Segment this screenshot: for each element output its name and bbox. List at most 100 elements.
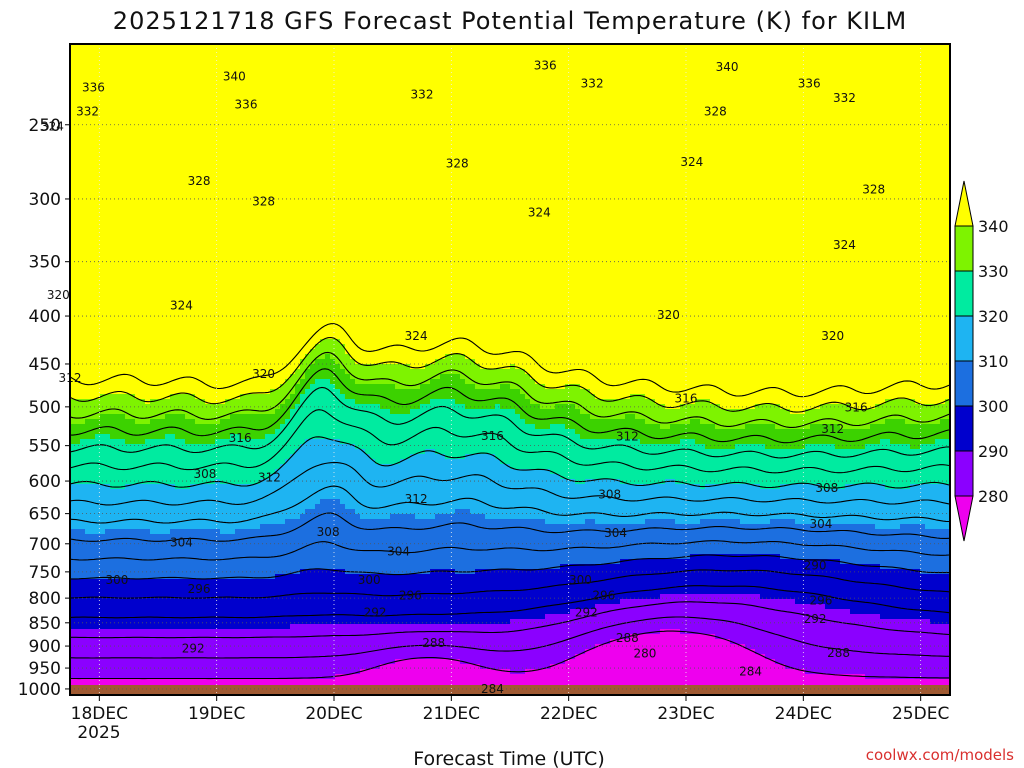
contour-label: 296 xyxy=(809,594,832,608)
contour-label: 320 xyxy=(252,367,275,381)
contour-label: 296 xyxy=(592,589,615,603)
contour-label: 324 xyxy=(680,155,703,169)
contour-label: 320 xyxy=(47,288,70,302)
colorbar-swatch xyxy=(954,405,974,452)
contour-line xyxy=(70,386,950,459)
colorbar: 340 330 320 310 300 290 280 xyxy=(954,180,1009,542)
contour-label: 308 xyxy=(598,487,621,501)
x-tick-year: 2025 xyxy=(77,723,120,743)
contour-label: 332 xyxy=(581,77,604,91)
colorbar-cap-top xyxy=(954,180,974,227)
contour-label: 336 xyxy=(798,77,821,91)
contour-label: 320 xyxy=(657,308,680,322)
contour-line xyxy=(70,569,950,599)
y-tick-label: 600 xyxy=(29,472,61,492)
y-tick-label: 250 xyxy=(29,116,61,136)
contour-line xyxy=(70,601,950,639)
contour-label: 312 xyxy=(821,422,844,436)
chart-title: 2025121718 GFS Forecast Potential Temper… xyxy=(113,7,907,35)
contour-label: 288 xyxy=(616,631,639,645)
colorbar-label: 290 xyxy=(978,442,1009,461)
contour-label: 316 xyxy=(481,429,504,443)
y-tick-label: 500 xyxy=(29,398,61,418)
contour-label: 300 xyxy=(569,573,592,587)
contour-label: 304 xyxy=(809,517,832,531)
contour-label: 288 xyxy=(422,636,445,650)
x-tick-label: 18DEC xyxy=(71,704,128,724)
y-tick-label: 900 xyxy=(29,637,61,657)
contour-line xyxy=(70,630,949,680)
contour-label: 284 xyxy=(481,682,504,696)
x-tick-label: 24DEC xyxy=(775,704,832,724)
colorbar-label: 340 xyxy=(978,217,1009,236)
contour-label: 308 xyxy=(317,525,340,539)
contour-label: 328 xyxy=(252,195,275,209)
watermark: coolwx.com/models xyxy=(866,746,1014,764)
y-tick-label: 400 xyxy=(29,307,61,327)
contour-label: 308 xyxy=(815,481,838,495)
y-tick-label: 750 xyxy=(29,563,61,583)
x-tick-label: 22DEC xyxy=(540,704,597,724)
contour-line xyxy=(70,585,950,619)
colorbar-swatch xyxy=(954,225,974,272)
contour-line xyxy=(70,512,950,542)
grid-lines xyxy=(70,44,950,695)
contour-label: 290 xyxy=(804,558,827,572)
contour-label: 300 xyxy=(358,573,381,587)
contour-label: 324 xyxy=(41,119,64,133)
contour-label: 328 xyxy=(188,174,211,188)
y-tick-label: 950 xyxy=(29,659,61,679)
colorbar-swatch xyxy=(954,270,974,317)
contour-line xyxy=(70,554,949,580)
contour-label: 328 xyxy=(862,182,885,196)
contour-label: 292 xyxy=(364,606,387,620)
x-axis-label: Forecast Time (UTC) xyxy=(413,748,604,768)
contour-line xyxy=(70,485,950,524)
contour-label: 292 xyxy=(804,612,827,626)
contour-line xyxy=(70,616,949,659)
colorbar-label: 300 xyxy=(978,397,1009,416)
contour-label: 324 xyxy=(170,299,193,313)
contour-label: 300 xyxy=(105,573,128,587)
y-tick-label: 800 xyxy=(29,589,61,609)
y-tick-label: 1000 xyxy=(18,680,61,700)
contour-label: 304 xyxy=(387,544,410,558)
colorbar-cap-bottom xyxy=(954,495,974,542)
contour-label: 312 xyxy=(616,430,639,444)
contour-label: 292 xyxy=(182,641,205,655)
y-axis: 250 300 350 400 450 500 550 600 650 700 750 800 850 9… xyxy=(18,116,70,700)
contour-line xyxy=(70,540,950,561)
y-tick-label: 850 xyxy=(29,614,61,634)
contour-line xyxy=(70,436,950,489)
plot-frame xyxy=(69,43,951,696)
contour-labels: 336 332 324 340 336 328 328 332 336 332 340 328 324 3… xyxy=(41,58,885,696)
contour-label: 316 xyxy=(229,431,252,445)
colorbar-label: 330 xyxy=(978,262,1009,281)
contour-label: 320 xyxy=(821,329,844,343)
y-tick-label: 650 xyxy=(29,505,61,525)
contour-label: 332 xyxy=(833,91,856,105)
contour-label: 284 xyxy=(739,664,762,678)
contour-label: 336 xyxy=(82,80,105,94)
x-tick-label: 25DEC xyxy=(892,704,949,724)
y-tick-label: 550 xyxy=(29,437,61,457)
x-tick-label: 21DEC xyxy=(423,704,480,724)
colorbar-swatch xyxy=(954,315,974,362)
colorbar-swatch xyxy=(954,360,974,407)
x-tick-label: 23DEC xyxy=(657,704,714,724)
contour-label: 308 xyxy=(193,467,216,481)
contour-label: 324 xyxy=(405,329,428,343)
contour-lines xyxy=(70,323,950,695)
x-tick-label: 20DEC xyxy=(305,704,362,724)
contour-label: 296 xyxy=(188,582,211,596)
contour-label: 312 xyxy=(258,471,281,485)
contour-label: 324 xyxy=(528,205,551,219)
colorbar-swatch xyxy=(954,450,974,497)
contour-label: 336 xyxy=(534,58,557,72)
y-tick-label: 450 xyxy=(29,355,61,375)
contour-label: 324 xyxy=(833,238,856,252)
contour-label: 304 xyxy=(170,536,193,550)
contour-label: 316 xyxy=(845,401,868,415)
contour-label: 332 xyxy=(411,87,434,101)
contour-label: 304 xyxy=(604,526,627,540)
